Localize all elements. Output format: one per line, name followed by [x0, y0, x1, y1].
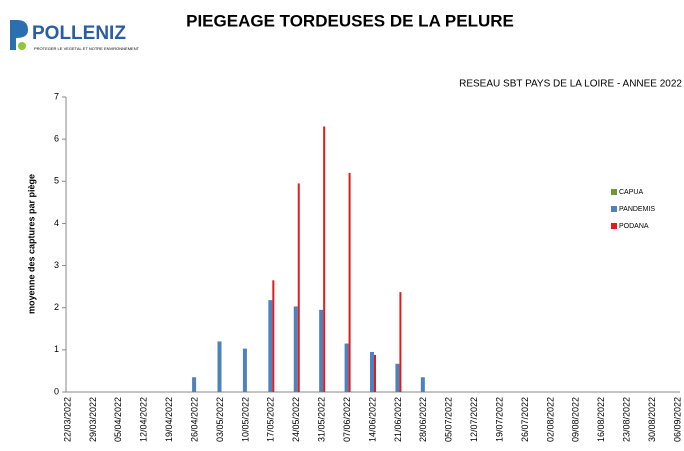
legend-label: PANDEMIS [619, 206, 655, 213]
bar [395, 363, 400, 392]
x-tick-label: 05/04/2022 [113, 397, 123, 442]
x-tick-label: 19/04/2022 [164, 397, 174, 442]
legend-label: PODANA [619, 223, 649, 230]
x-tick-label: 22/03/2022 [62, 397, 72, 442]
y-tick-label: 0 [54, 386, 59, 396]
y-tick-label: 4 [54, 218, 59, 228]
x-tick-label: 28/06/2022 [418, 397, 428, 442]
bar [374, 354, 376, 392]
bar [192, 377, 197, 392]
x-tick-label: 26/04/2022 [189, 397, 199, 442]
bar [370, 351, 374, 392]
x-tick-label: 26/07/2022 [520, 397, 530, 442]
legend-label: CAPUA [619, 189, 643, 196]
logo-tagline: PROTEGER LE VEGETAL ET NOTRE ENVIRONNEME… [34, 46, 140, 51]
bar [293, 306, 298, 392]
x-tick-label: 05/07/2022 [444, 397, 454, 442]
x-tick-label: 14/06/2022 [367, 397, 377, 442]
x-tick-label: 10/05/2022 [240, 397, 250, 442]
bar [297, 183, 300, 392]
legend-swatch [611, 206, 617, 212]
bar [319, 309, 324, 392]
x-tick-label: 24/05/2022 [291, 397, 301, 442]
y-axis-label: moyenne des captures par piège [26, 174, 36, 314]
legend-swatch [611, 189, 617, 195]
y-tick-label: 7 [54, 91, 59, 101]
y-tick-label: 5 [54, 176, 59, 186]
x-tick-label: 17/05/2022 [266, 397, 276, 442]
y-tick-label: 1 [54, 344, 59, 354]
x-tick-label: 16/08/2022 [596, 397, 606, 442]
bar [348, 172, 351, 392]
x-tick-label: 29/03/2022 [88, 397, 98, 442]
x-tick-label: 06/09/2022 [672, 397, 682, 442]
x-tick-label: 31/05/2022 [317, 397, 327, 442]
bar [399, 292, 402, 392]
x-tick-label: 12/07/2022 [469, 397, 479, 442]
bar [268, 300, 273, 392]
bar [272, 280, 275, 392]
bar [344, 343, 349, 392]
chart-title: PIEGEAGE TORDEUSES DE LA PELURE [186, 11, 514, 30]
x-tick-label: 02/08/2022 [545, 397, 555, 442]
bar [323, 126, 326, 392]
legend-swatch [611, 223, 617, 229]
logo-icon [10, 20, 28, 50]
chart-subtitle: RESEAU SBT PAYS DE LA LOIRE - ANNEE 2022 [459, 79, 682, 90]
x-tick-label: 23/08/2022 [622, 397, 632, 442]
x-tick-label: 09/08/2022 [571, 397, 581, 442]
x-tick-label: 07/06/2022 [342, 397, 352, 442]
bar [420, 377, 425, 392]
x-tick-label: 03/05/2022 [215, 397, 225, 442]
x-tick-label: 19/07/2022 [494, 397, 504, 442]
logo-name: POLLENIZ [32, 23, 126, 44]
y-tick-label: 3 [54, 260, 59, 270]
x-tick-label: 12/04/2022 [139, 397, 149, 442]
bar [217, 341, 222, 392]
x-tick-label: 21/06/2022 [393, 397, 403, 442]
bar [242, 348, 247, 392]
logo-dot [18, 42, 26, 50]
y-tick-label: 6 [54, 134, 59, 144]
x-tick-label: 30/08/2022 [647, 397, 657, 442]
y-tick-label: 2 [54, 302, 59, 312]
